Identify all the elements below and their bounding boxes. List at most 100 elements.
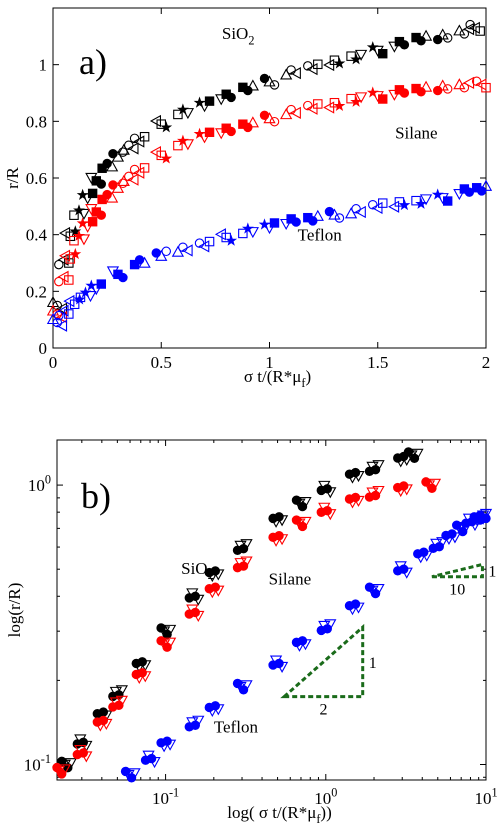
data-point — [289, 106, 301, 119]
data-point — [476, 186, 487, 196]
data-point — [419, 194, 433, 206]
data-point — [78, 737, 89, 748]
y-tick-label: 100 — [28, 472, 51, 495]
x-tick-label: 2 — [482, 353, 491, 372]
series-label-silane: Silane — [395, 123, 438, 142]
data-point — [64, 758, 77, 770]
data-point — [117, 143, 130, 155]
slope-triangle — [431, 562, 484, 579]
data-point — [274, 658, 284, 669]
data-point — [297, 636, 308, 646]
data-point — [275, 534, 289, 546]
y-tick-label: 0.4 — [26, 226, 48, 245]
data-point — [87, 217, 98, 227]
data-point — [77, 208, 91, 220]
data-point — [350, 599, 361, 609]
data-point — [475, 78, 487, 91]
data-point — [232, 678, 243, 689]
data-point — [280, 218, 293, 231]
data-point — [108, 149, 118, 159]
data-point — [111, 150, 125, 162]
data-point — [448, 532, 462, 544]
data-point — [212, 585, 225, 597]
data-point — [442, 33, 453, 43]
data-point — [102, 158, 112, 169]
series-label-sio2: SiO2 — [181, 559, 214, 582]
data-point — [64, 275, 74, 285]
data-point — [354, 49, 368, 61]
data-point — [204, 236, 215, 247]
data-point — [388, 89, 401, 101]
data-point — [171, 245, 185, 257]
data-point — [479, 179, 493, 191]
data-point — [280, 68, 293, 80]
data-point — [364, 582, 375, 592]
data-point — [192, 715, 205, 727]
data-point — [246, 79, 259, 91]
data-point — [115, 685, 128, 697]
data-point — [204, 96, 215, 106]
data-point — [63, 294, 75, 308]
data-point — [115, 695, 128, 707]
data-point — [433, 34, 443, 45]
data-point — [479, 508, 493, 520]
data-point — [52, 317, 63, 328]
data-point — [215, 94, 228, 106]
data-point — [181, 244, 193, 257]
data-point — [69, 247, 82, 260]
data-point — [111, 181, 125, 193]
data-point — [240, 556, 253, 568]
data-point — [372, 584, 385, 596]
y-tick-label: 1 — [39, 56, 48, 75]
data-point — [118, 147, 128, 157]
series-label-teflon: Teflon — [214, 718, 259, 737]
data-point — [214, 228, 226, 241]
data-point — [443, 196, 453, 206]
data-point — [463, 76, 475, 90]
data-point — [198, 240, 210, 253]
data-point — [134, 255, 145, 265]
data-point — [246, 227, 259, 239]
data-point — [90, 284, 103, 296]
panel-label: b) — [81, 476, 111, 516]
data-point — [259, 110, 270, 121]
data-point — [399, 564, 409, 574]
data-point — [399, 481, 409, 491]
data-point — [98, 715, 109, 726]
data-point — [124, 140, 134, 150]
series-label-teflon: Teflon — [298, 225, 343, 244]
x-tick-label: 1 — [265, 353, 274, 372]
data-point — [97, 163, 107, 173]
data-point — [127, 142, 139, 155]
data-point — [451, 520, 462, 530]
data-point — [306, 102, 318, 115]
data-point — [399, 88, 410, 98]
data-point — [81, 193, 94, 205]
data-point — [204, 127, 215, 138]
data-point — [322, 484, 332, 494]
data-point — [350, 492, 361, 503]
y-axis-label: r/R — [3, 166, 22, 188]
slope-rise-label: 1 — [369, 655, 377, 672]
data-point — [453, 189, 466, 201]
data-point — [69, 299, 80, 310]
data-point — [69, 225, 82, 237]
x-axis-label: log( σ t/(R*μf)) — [227, 803, 332, 825]
data-point — [100, 718, 113, 730]
data-point — [378, 49, 388, 59]
series-silane — [46, 76, 491, 324]
data-point — [127, 173, 139, 186]
data-point — [259, 73, 270, 84]
data-point — [291, 217, 301, 227]
data-point — [275, 661, 289, 673]
data-point — [263, 223, 276, 235]
data-point — [306, 62, 318, 76]
data-point — [128, 768, 141, 780]
x-tick-label: 1.5 — [367, 353, 388, 372]
data-point — [419, 547, 429, 557]
data-point — [96, 179, 107, 189]
data-point — [433, 85, 443, 96]
data-point — [398, 198, 411, 211]
data-point — [286, 65, 296, 75]
